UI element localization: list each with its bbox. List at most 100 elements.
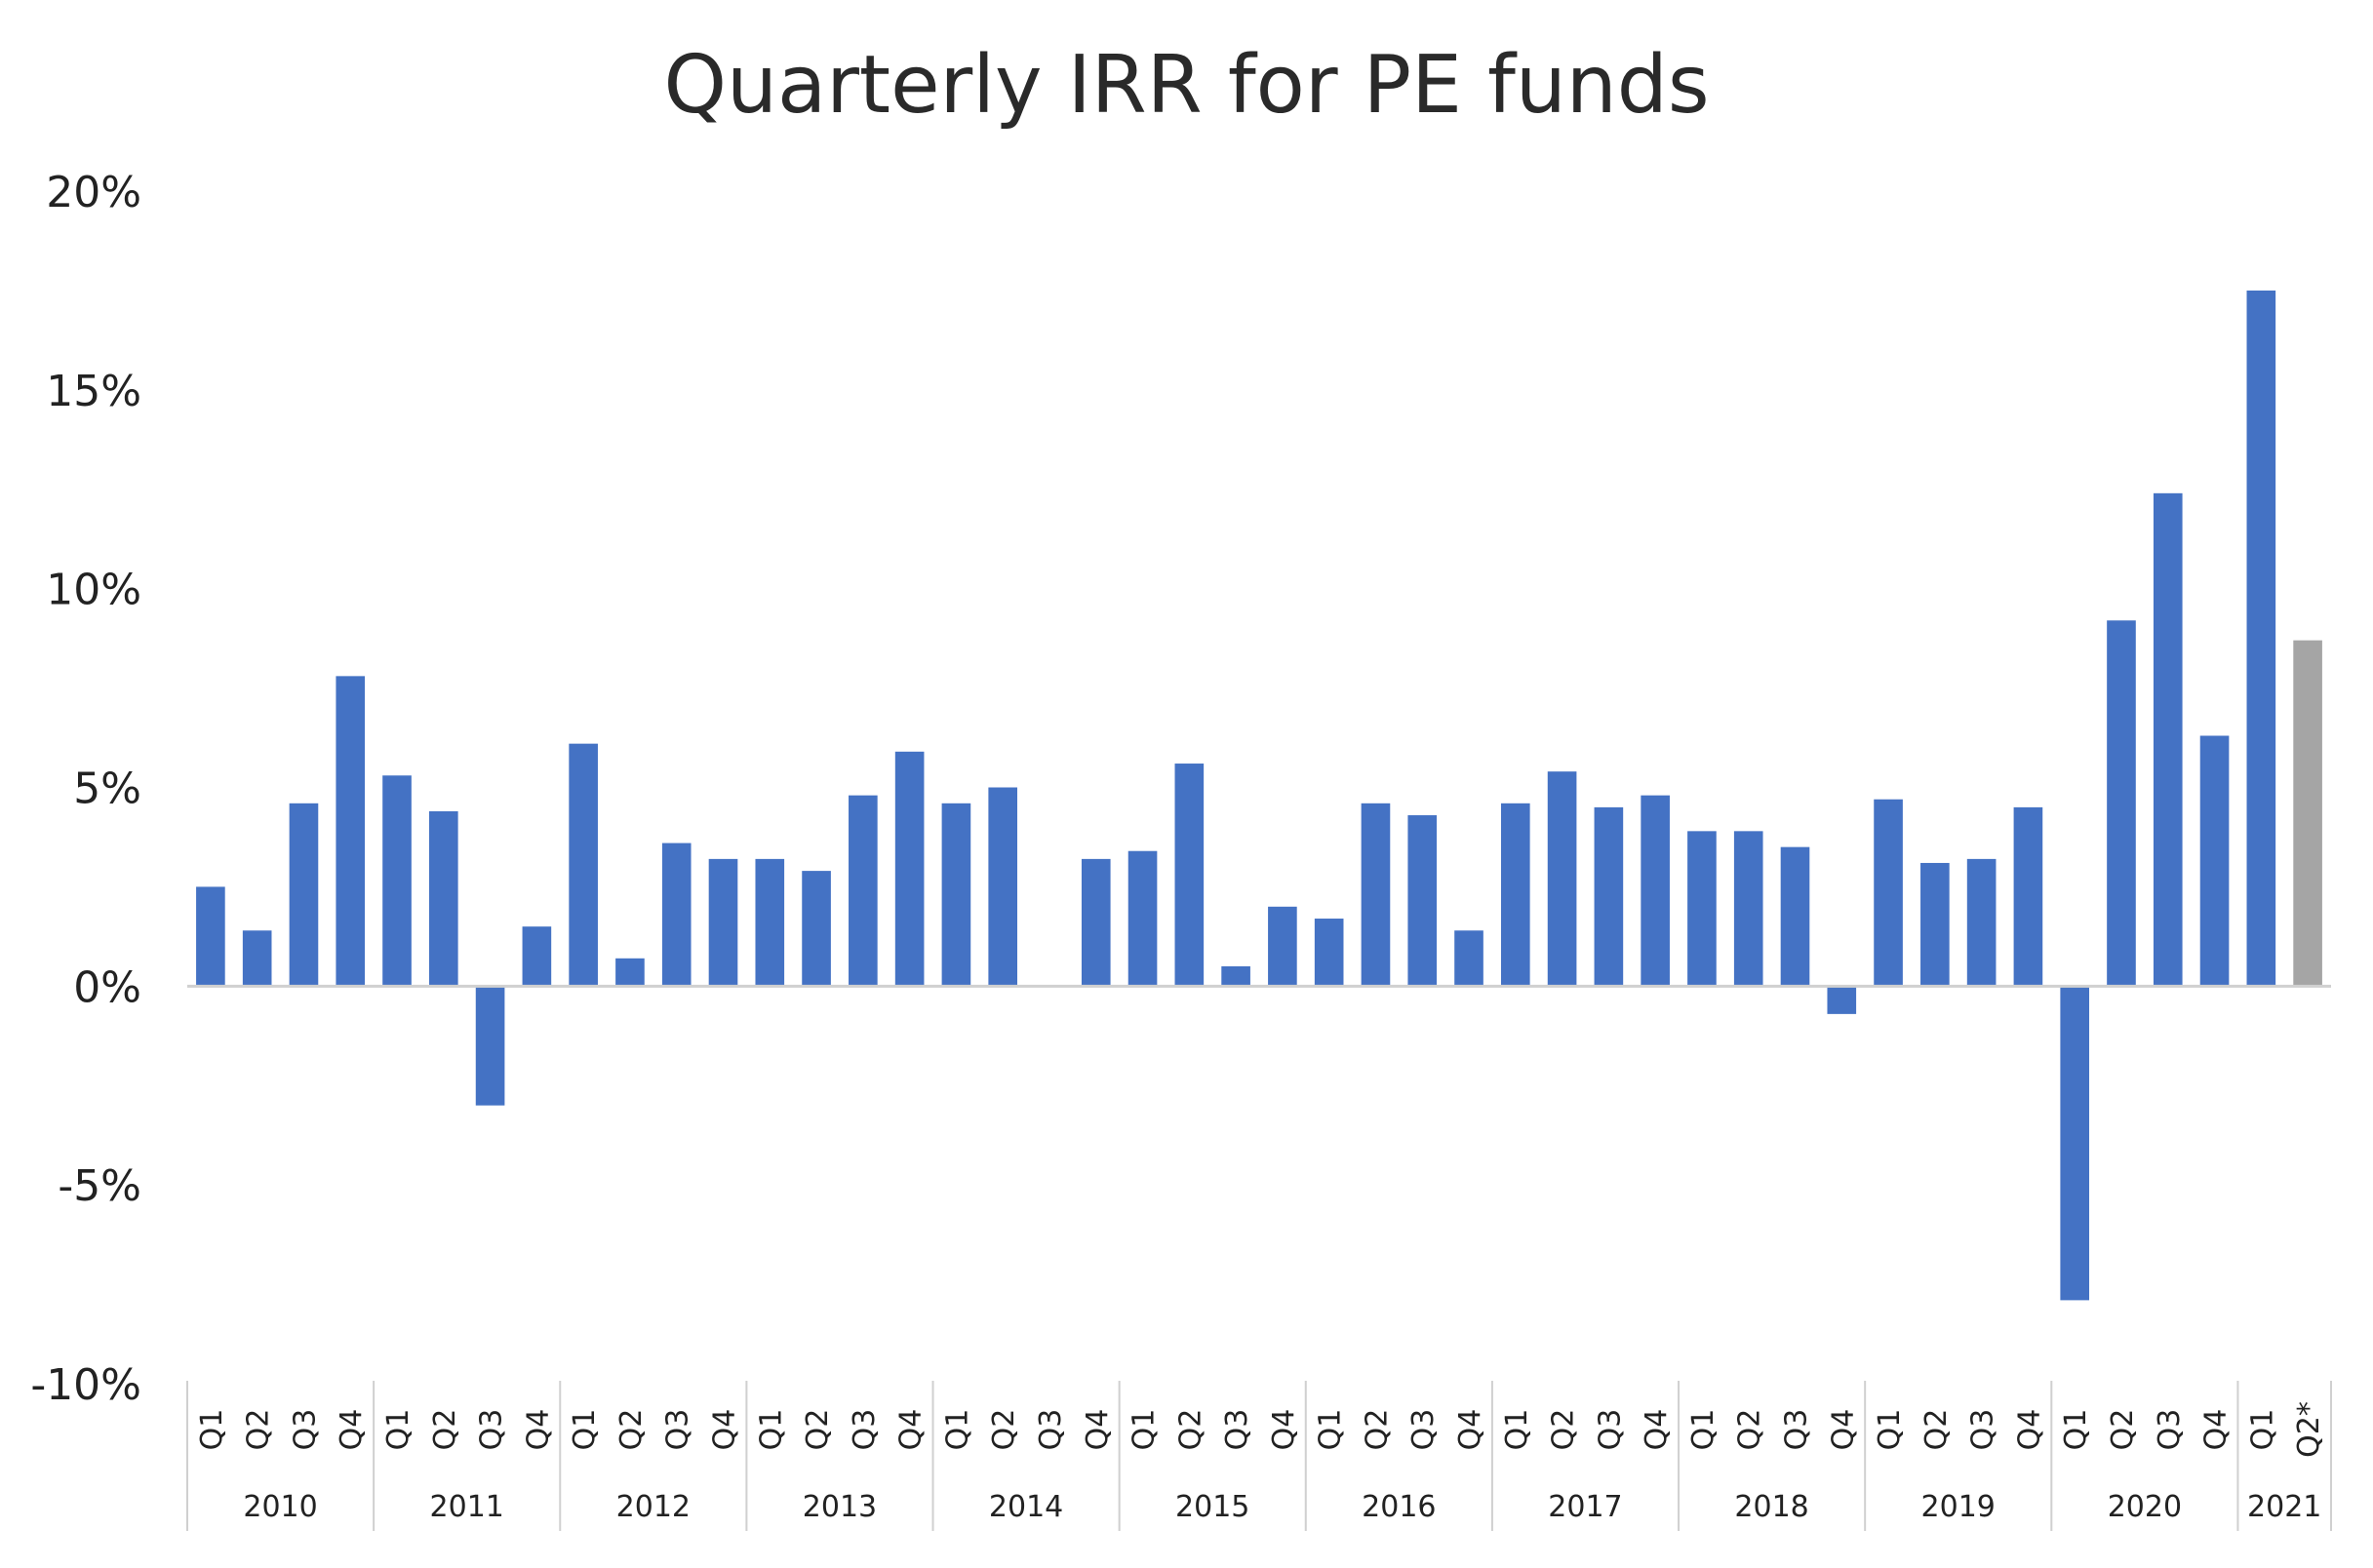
bar: [242, 930, 272, 987]
bar: [1874, 799, 1903, 987]
x-tick-label: Q1: [1314, 1409, 1348, 1451]
x-tick-label: Q1: [2059, 1409, 2093, 1451]
x-tick-label: Q1: [1873, 1409, 1907, 1451]
bar: [1221, 965, 1250, 987]
x-tick-label: Q2: [1919, 1409, 1954, 1451]
x-tick-label: Q1: [1686, 1409, 1720, 1451]
year-label: 2012: [616, 1490, 691, 1524]
bar: [1500, 803, 1530, 987]
bar: [1594, 806, 1624, 987]
x-tick-label: Q2: [987, 1409, 1021, 1451]
bar: [1920, 862, 1950, 987]
x-tick-label: Q4: [521, 1409, 555, 1451]
bar: [1361, 803, 1391, 987]
x-tick-label: Q4: [708, 1409, 742, 1451]
x-tick-label: Q3: [288, 1409, 322, 1451]
x-tick-label: Q3: [2153, 1409, 2187, 1451]
bar: [1174, 764, 1205, 987]
x-tick-label: Q4: [1081, 1409, 1115, 1451]
y-tick-label: 20%: [46, 168, 141, 217]
y-tick-label: 5%: [73, 764, 141, 814]
bar: [1081, 858, 1111, 987]
bar: [289, 803, 319, 987]
x-tick-label: Q3: [1220, 1409, 1254, 1451]
x-tick-label: Q3: [661, 1409, 695, 1451]
x-tick-label: Q3: [1780, 1409, 1814, 1451]
bar: [849, 795, 878, 987]
chart-title: Quarterly IRR for PE funds: [663, 39, 1710, 132]
y-tick-label: 0%: [73, 962, 141, 1012]
bar: [475, 986, 505, 1106]
y-tick-label: 15%: [46, 367, 141, 416]
year-label: 2017: [1548, 1490, 1622, 1524]
x-tick-label: Q4: [335, 1409, 369, 1451]
year-label: 2013: [803, 1490, 877, 1524]
x-tick-label: Q2: [1733, 1409, 1767, 1451]
bar: [1780, 846, 1810, 987]
bar: [336, 676, 366, 987]
bar: [1966, 858, 1997, 987]
x-tick-label: Q1: [754, 1409, 788, 1451]
bar: [1827, 986, 1857, 1014]
x-tick-label: Q3: [475, 1409, 509, 1451]
y-tick-label: -10%: [30, 1360, 141, 1410]
year-label: 2014: [989, 1490, 1063, 1524]
bar: [2246, 290, 2276, 987]
year-label: 2016: [1362, 1490, 1436, 1524]
x-tick-label: Q2: [614, 1409, 649, 1451]
x-tick-label: Q4: [2199, 1409, 2234, 1451]
x-tick-label: Q2: [1360, 1409, 1394, 1451]
year-label: 2011: [430, 1490, 504, 1524]
bar: [708, 858, 738, 987]
x-tick-label: Q4: [2012, 1409, 2046, 1451]
x-tick-label: Q1: [940, 1409, 974, 1451]
year-label: 2018: [1734, 1490, 1808, 1524]
year-label: 2019: [1921, 1490, 1996, 1524]
bar: [1687, 831, 1717, 987]
x-tick-label: Q4: [1453, 1409, 1487, 1451]
y-tick-label: 10%: [46, 566, 141, 615]
bar: [661, 843, 692, 987]
x-tick-label: Q4: [894, 1409, 929, 1451]
bar: [569, 743, 598, 987]
x-tick-label: Q1: [2245, 1409, 2279, 1451]
x-tick-label: Q4: [1826, 1409, 1860, 1451]
bar: [1733, 831, 1763, 987]
y-tick-label: -5%: [58, 1161, 141, 1211]
bar: [2153, 492, 2183, 987]
x-tick-label: Q2: [428, 1409, 462, 1451]
x-tick-label: Q2: [1547, 1409, 1581, 1451]
bar: [1454, 930, 1483, 987]
bar: [894, 751, 925, 987]
x-tick-label: Q4: [1267, 1409, 1301, 1451]
x-tick-label: Q1: [1127, 1409, 1162, 1451]
bar: [1547, 771, 1577, 987]
x-tick-label: Q2*: [2292, 1401, 2326, 1458]
x-tick-label: Q2: [242, 1409, 276, 1451]
x-tick-label: Q1: [195, 1409, 229, 1451]
bar: [988, 787, 1018, 987]
x-tick-label: Q4: [1640, 1409, 1674, 1451]
year-label: 2015: [1175, 1490, 1249, 1524]
bar: [1127, 850, 1158, 987]
bar: [2013, 806, 2043, 987]
bar: [1314, 919, 1344, 987]
bar: [428, 810, 458, 987]
x-tick-label: Q1: [1500, 1409, 1534, 1451]
year-label: 2010: [243, 1490, 317, 1524]
x-tick-label: Q2: [801, 1409, 835, 1451]
bar: [802, 871, 831, 987]
x-tick-label: Q3: [1406, 1409, 1441, 1451]
bar: [382, 775, 412, 987]
x-tick-label: Q1: [381, 1409, 415, 1451]
bar: [2293, 640, 2322, 987]
bar: [755, 858, 785, 987]
year-label: 2020: [2108, 1490, 2182, 1524]
bar: [1641, 795, 1670, 987]
x-tick-label: Q2: [1173, 1409, 1207, 1451]
x-tick-label: Q3: [848, 1409, 882, 1451]
bar: [941, 803, 971, 987]
x-tick-label: Q3: [1966, 1409, 2000, 1451]
bar: [1268, 906, 1297, 987]
